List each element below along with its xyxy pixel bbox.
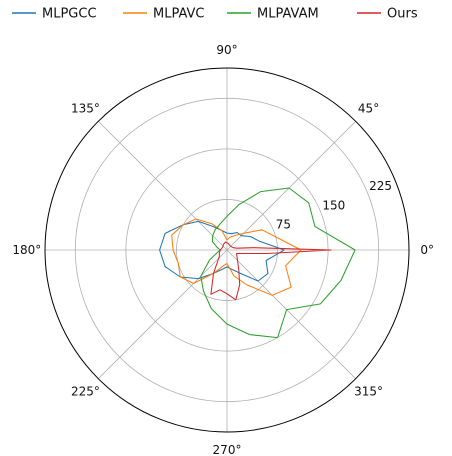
series-layer	[159, 187, 356, 339]
legend-label-mlpavc: MLPAVC	[153, 7, 205, 22]
theta-tick-label: 270°	[213, 443, 242, 456]
legend-label-mlpavam: MLPAVAM	[257, 7, 319, 22]
theta-grid-line-225	[98, 249, 228, 379]
theta-tick-label: 0°	[420, 243, 434, 257]
theta-tick-label: 315°	[354, 385, 383, 399]
series-line-ours	[210, 241, 332, 301]
theta-grid-line-135	[98, 121, 228, 251]
theta-tick-label: 225°	[71, 385, 100, 399]
series-line-mlpavc	[171, 218, 302, 296]
r-tick-label: 225	[369, 179, 392, 193]
theta-grid-line-45	[226, 121, 356, 251]
theta-tick-label: 90°	[216, 43, 237, 57]
theta-tick-label: 135°	[71, 101, 100, 115]
theta-tick-label: 45°	[358, 101, 379, 115]
polar-frame	[44, 67, 410, 433]
axis-labels: 0° 45° 90° 135° 180° 225° 270° 315° 75 150 225	[12, 43, 434, 456]
r-tick-label: 150	[322, 198, 345, 212]
r-tick-label: 75	[276, 218, 291, 232]
polar-grid	[44, 67, 410, 433]
series-line-mlpgcc	[159, 220, 285, 282]
theta-grid-line-315	[226, 249, 356, 379]
legend-label-ours: Ours	[387, 7, 418, 22]
legend-label-mlpgcc: MLPGCC	[42, 7, 97, 22]
legend: MLPGCC MLPAVC MLPAVAM Ours	[12, 7, 418, 22]
theta-tick-label: 180°	[12, 243, 41, 257]
